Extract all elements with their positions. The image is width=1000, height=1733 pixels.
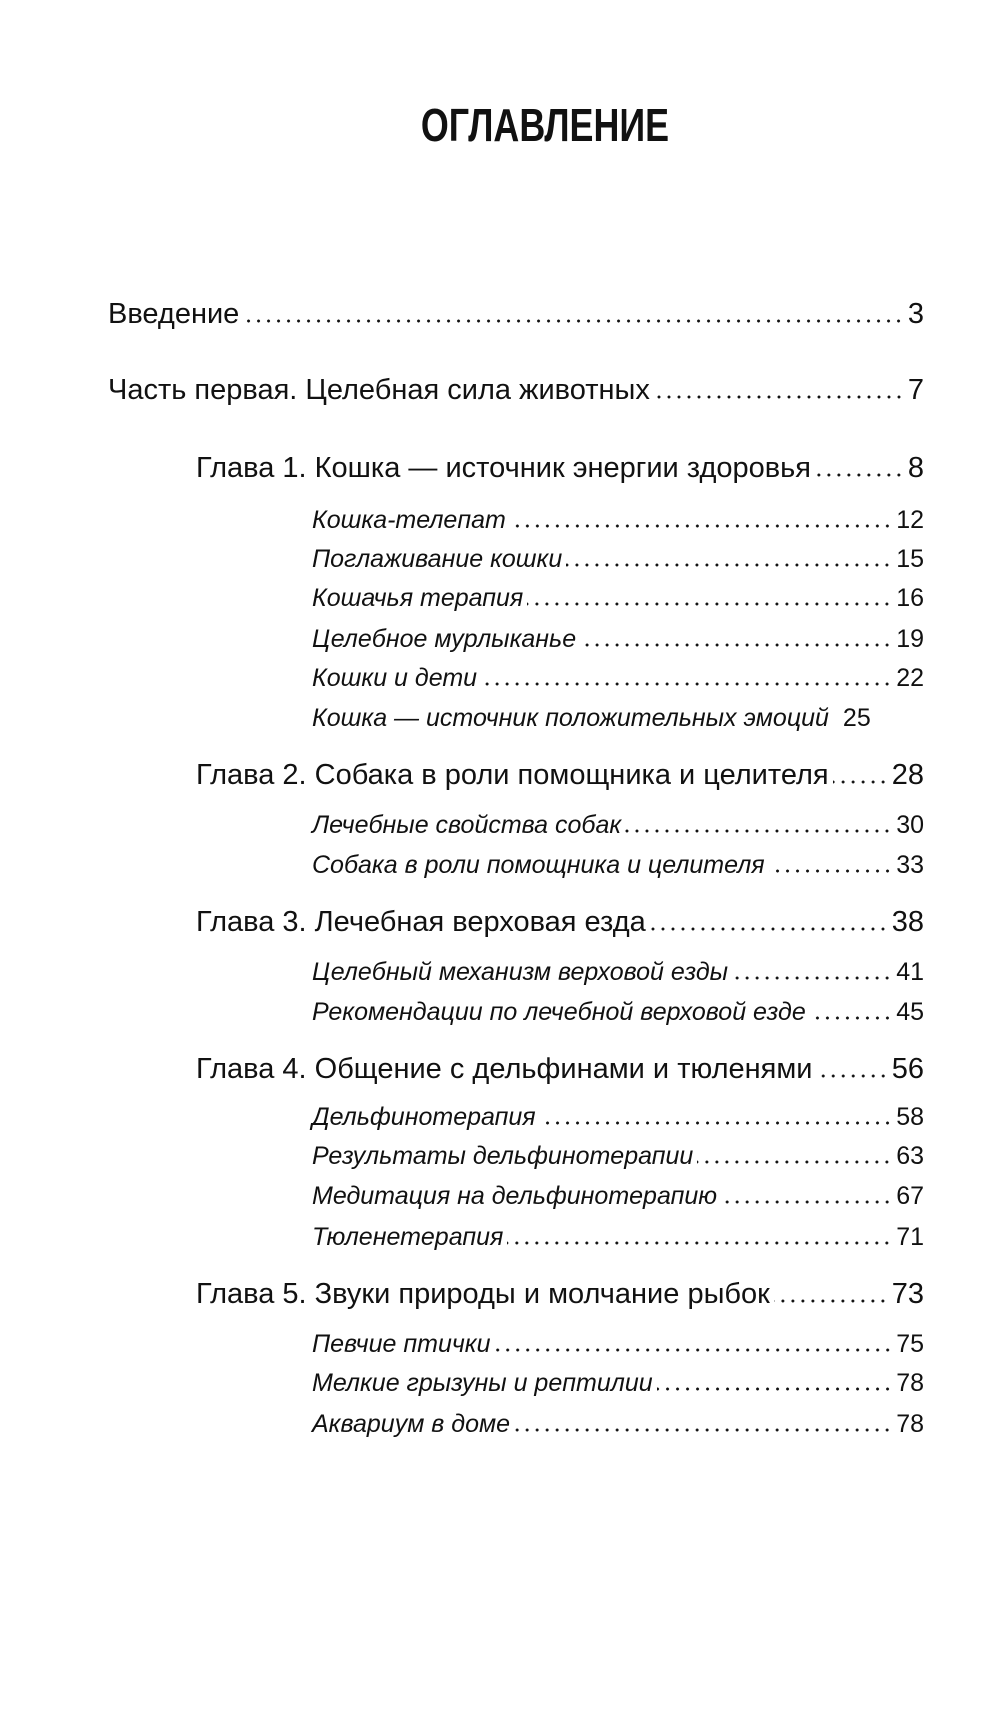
toc-label: Тюленетерапия: [312, 1223, 504, 1251]
toc-page: 16: [896, 584, 924, 612]
dot-leader: [566, 563, 893, 567]
toc-page: 78: [896, 1410, 924, 1438]
toc-entry-section[interactable]: Певчие птички 75: [312, 1330, 924, 1359]
dot-leader: [809, 1016, 893, 1020]
toc-page: 19: [896, 625, 924, 653]
toc-label: Глава 1. Кошка — источник энергии здоров…: [196, 452, 811, 484]
dot-leader: [509, 524, 893, 528]
toc-label: Кошачья терапия: [312, 584, 524, 612]
toc-page: 33: [896, 851, 924, 879]
toc-entry-section[interactable]: Результаты дельфинотерапии 63: [312, 1142, 924, 1171]
toc-page: 63: [896, 1142, 924, 1170]
toc-page: 75: [896, 1330, 924, 1358]
dot-leader: [580, 643, 893, 647]
dot-leader: [773, 1299, 888, 1303]
toc-page: 30: [896, 811, 924, 839]
toc-label: Поглаживание кошки: [312, 545, 563, 573]
toc-entry-section[interactable]: Кошка-телепат 12: [312, 506, 924, 535]
toc-label: Кошка-телепат: [312, 506, 506, 534]
toc-entry-section[interactable]: Рекомендации по лечебной верховой езде 45: [312, 998, 924, 1027]
toc-page: 73: [891, 1278, 924, 1310]
toc-label: Медитация на дельфинотерапию: [312, 1182, 718, 1210]
toc-page: 38: [891, 906, 924, 938]
toc-page: 78: [896, 1369, 924, 1397]
toc-page: 58: [896, 1103, 924, 1131]
toc-page: 28: [891, 759, 924, 791]
toc-label: Певчие птички: [312, 1330, 491, 1358]
toc-label: Глава 5. Звуки природы и молчание рыбок: [196, 1278, 770, 1310]
toc-label: Введение: [108, 298, 240, 330]
toc-entry-section[interactable]: Собака в роли помощника и целителя 33: [312, 851, 924, 880]
toc-label: Кошка — источник положительных эмоций: [312, 704, 829, 732]
toc-page: 7: [907, 374, 924, 406]
toc-entry-chapter[interactable]: Глава 3. Лечебная верховая езда 38: [196, 906, 924, 939]
dot-leader: [481, 682, 893, 686]
toc-label: Часть первая. Целебная сила животных: [108, 374, 650, 406]
toc-page: 25: [842, 704, 871, 732]
toc-page: 8: [907, 452, 924, 484]
toc-label: Рекомендации по лечебной верховой езде: [312, 998, 806, 1026]
toc-label: Мелкие грызуны и рептилии: [312, 1369, 653, 1397]
toc-entry-section[interactable]: Поглаживание кошки 15: [312, 545, 924, 574]
toc-entry-section[interactable]: Кошка — источник положительных эмоций 25: [312, 704, 924, 733]
dot-leader: [815, 473, 904, 477]
toc-label: Лечебные свойства собак: [312, 811, 622, 839]
dot-leader: [527, 602, 893, 606]
dot-leader: [656, 1387, 893, 1391]
toc-entry-introduction[interactable]: Введение 3: [108, 298, 924, 331]
toc-page: 41: [896, 958, 924, 986]
toc-entry-chapter[interactable]: Глава 5. Звуки природы и молчание рыбок 7…: [196, 1278, 924, 1311]
dot-leader: [653, 395, 904, 399]
toc-entry-section[interactable]: Дельфинотерапия 58: [312, 1103, 924, 1132]
toc-label: Глава 4. Общение с дельфинами и тюленями: [196, 1053, 813, 1085]
toc-entry-section[interactable]: Аквариум в доме 78: [312, 1410, 924, 1439]
toc-entry-section[interactable]: Кошки и дети 22: [312, 664, 924, 693]
dot-leader: [507, 1241, 893, 1245]
dot-leader: [243, 319, 904, 323]
toc-label: Целебное мурлыканье: [312, 625, 577, 653]
page-title: ОГЛАВЛЕНИЕ: [420, 99, 670, 151]
toc-label: Кошки и дети: [312, 664, 478, 692]
dot-leader: [832, 780, 888, 784]
toc-page: 71: [896, 1223, 924, 1251]
toc-page: 56: [891, 1053, 924, 1085]
toc-entry-part[interactable]: Часть первая. Целебная сила животных 7: [108, 374, 924, 407]
dot-leader: [721, 1200, 893, 1204]
dot-leader: [816, 1074, 888, 1078]
dot-leader: [732, 976, 893, 980]
dot-leader: [768, 869, 893, 873]
toc-entry-section[interactable]: Мелкие грызуны и рептилии 78: [312, 1369, 924, 1398]
toc-entry-section[interactable]: Тюленетерапия 71: [312, 1223, 924, 1252]
dot-leader: [697, 1160, 893, 1164]
toc-page: 15: [896, 545, 924, 573]
toc-entry-section[interactable]: Медитация на дельфинотерапию 67: [312, 1182, 924, 1211]
toc-page: 12: [896, 506, 924, 534]
dot-leader: [539, 1121, 893, 1125]
toc-entry-section[interactable]: Кошачья терапия 16: [312, 584, 924, 613]
toc-entry-chapter[interactable]: Глава 1. Кошка — источник энергии здоров…: [196, 452, 924, 485]
toc-entry-chapter[interactable]: Глава 4. Общение с дельфинами и тюленями…: [196, 1053, 924, 1086]
toc-label: Результаты дельфинотерапии: [312, 1142, 694, 1170]
toc-label: Собака в роли помощника и целителя: [312, 851, 765, 879]
dot-leader: [494, 1348, 893, 1352]
toc-label: Глава 2. Собака в роли помощника и целит…: [196, 759, 829, 791]
toc-entry-section[interactable]: Целебный механизм верховой езды 41: [312, 958, 924, 987]
dot-leader: [514, 1428, 893, 1432]
toc-entry-section[interactable]: Целебное мурлыканье 19: [312, 625, 924, 654]
toc-label: Аквариум в доме: [312, 1410, 511, 1438]
toc-entry-section[interactable]: Лечебные свойства собак 30: [312, 811, 924, 840]
toc-page: 45: [896, 998, 924, 1026]
toc-entry-chapter[interactable]: Глава 2. Собака в роли помощника и целит…: [196, 759, 924, 792]
dot-leader: [625, 829, 893, 833]
toc-label: Целебный механизм верховой езды: [312, 958, 729, 986]
dot-leader: [649, 927, 888, 931]
toc-page: 67: [896, 1182, 924, 1210]
toc-label: Дельфинотерапия: [312, 1103, 536, 1131]
toc-page: 22: [896, 664, 924, 692]
toc-page: 3: [907, 298, 924, 330]
toc-label: Глава 3. Лечебная верховая езда: [196, 906, 646, 938]
